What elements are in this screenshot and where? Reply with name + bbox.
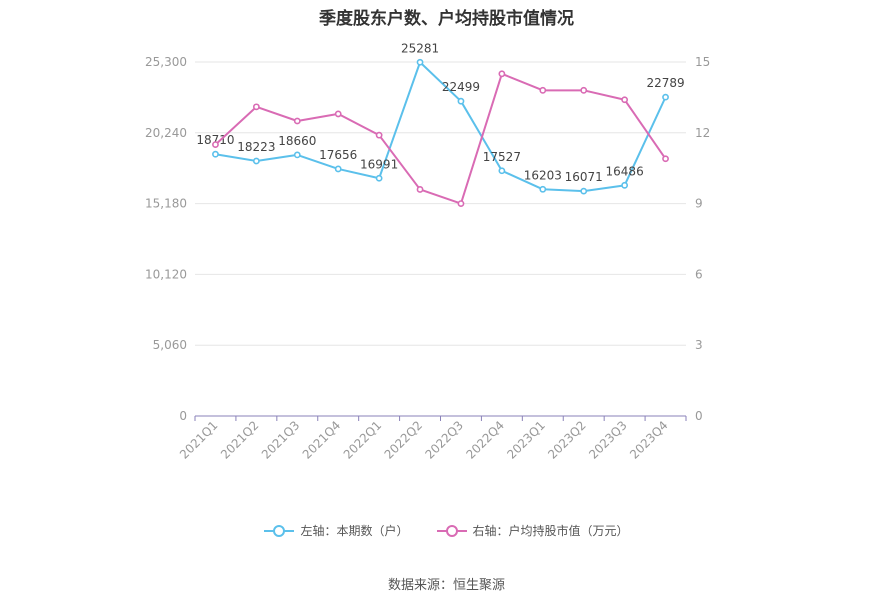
data-point-avg-value xyxy=(416,186,424,193)
x-axis-tick-label: 2022Q4 xyxy=(463,418,507,462)
legend-right-label: 右轴：户均持股市值（万元） xyxy=(472,524,629,538)
legend-right-line-icon xyxy=(436,524,467,538)
x-axis-tick-label: 2021Q4 xyxy=(300,418,344,462)
x-axis-tick-label: 2023Q2 xyxy=(545,418,589,462)
data-point-holders xyxy=(375,174,383,182)
data-label: 16071 xyxy=(565,170,603,184)
series-line-avg-value xyxy=(214,72,667,205)
data-label: 16203 xyxy=(524,168,562,182)
data-point-avg-value xyxy=(375,131,383,139)
left-axis-tick-label: 5,060 xyxy=(153,338,187,352)
data-point-holders xyxy=(252,157,260,165)
right-axis-tick-label: 15 xyxy=(695,55,710,69)
right-axis-tick-label: 12 xyxy=(695,126,710,140)
data-point-holders xyxy=(539,185,547,193)
legend-left-label: 左轴：本期数（户） xyxy=(300,524,409,538)
data-point-avg-value xyxy=(498,70,506,78)
chart-title: 季度股东户数、户均持股市值情况 xyxy=(319,9,574,29)
data-label: 22499 xyxy=(442,80,480,94)
left-axis-tick-label: 10,120 xyxy=(145,267,187,281)
x-axis-tick-label: 2021Q3 xyxy=(259,418,303,462)
legend-item-right[interactable]: 右轴：户均持股市值（万元） xyxy=(436,522,629,539)
data-point-avg-value xyxy=(252,103,260,111)
left-axis-tick-label: 0 xyxy=(179,409,187,423)
data-label: 25281 xyxy=(401,41,439,55)
right-axis-tick-label: 0 xyxy=(695,409,703,423)
data-label: 22789 xyxy=(646,76,684,90)
legend-left-line-icon xyxy=(264,524,295,538)
right-axis-tick-label: 6 xyxy=(695,267,703,281)
data-label: 16486 xyxy=(606,164,644,178)
left-axis-tick-label: 20,240 xyxy=(145,126,187,140)
data-point-holders xyxy=(334,165,342,173)
data-point-holders xyxy=(212,150,219,158)
right-axis-tick-label: 9 xyxy=(695,197,703,211)
x-axis-tick-label: 2021Q2 xyxy=(218,418,262,462)
series-line-holders xyxy=(215,61,667,193)
x-axis-tick-label: 2023Q4 xyxy=(627,418,671,462)
x-axis-tick-label: 2021Q1 xyxy=(177,418,221,462)
left-axis-tick-label: 25,300 xyxy=(145,55,187,69)
data-point-avg-value xyxy=(539,86,547,94)
x-axis-tick-label: 2023Q3 xyxy=(586,418,630,462)
data-point-holders xyxy=(293,151,301,159)
data-point-avg-value xyxy=(212,141,219,148)
data-point-avg-value xyxy=(580,86,588,94)
right-axis-tick-label: 3 xyxy=(695,338,703,352)
chart-legend: 左轴：本期数（户） 右轴：户均持股市值（万元） xyxy=(0,522,893,539)
data-point-avg-value xyxy=(457,200,465,207)
data-point-holders xyxy=(621,181,629,189)
data-label: 17656 xyxy=(319,148,357,162)
legend-item-left[interactable]: 左轴：本期数（户） xyxy=(264,522,409,539)
data-point-avg-value xyxy=(621,96,629,104)
left-axis-tick-label: 15,180 xyxy=(145,197,187,211)
x-axis-tick-label: 2022Q2 xyxy=(382,418,426,462)
data-label: 18660 xyxy=(278,134,316,148)
data-point-avg-value xyxy=(662,155,669,163)
data-label: 16991 xyxy=(360,157,398,171)
data-point-holders xyxy=(498,167,506,175)
data-point-holders xyxy=(416,58,424,66)
x-axis-tick-label: 2022Q1 xyxy=(341,418,385,462)
data-point-holders xyxy=(580,187,588,195)
data-point-holders xyxy=(457,97,465,105)
data-point-avg-value xyxy=(293,117,301,125)
data-point-avg-value xyxy=(334,110,342,118)
data-point-holders xyxy=(662,93,669,101)
data-label: 17527 xyxy=(483,150,521,164)
data-source: 数据来源：恒生聚源 xyxy=(387,578,505,593)
data-label: 18223 xyxy=(237,140,275,154)
x-axis-tick-label: 2022Q3 xyxy=(423,418,467,462)
x-axis-tick-label: 2023Q1 xyxy=(504,418,548,462)
